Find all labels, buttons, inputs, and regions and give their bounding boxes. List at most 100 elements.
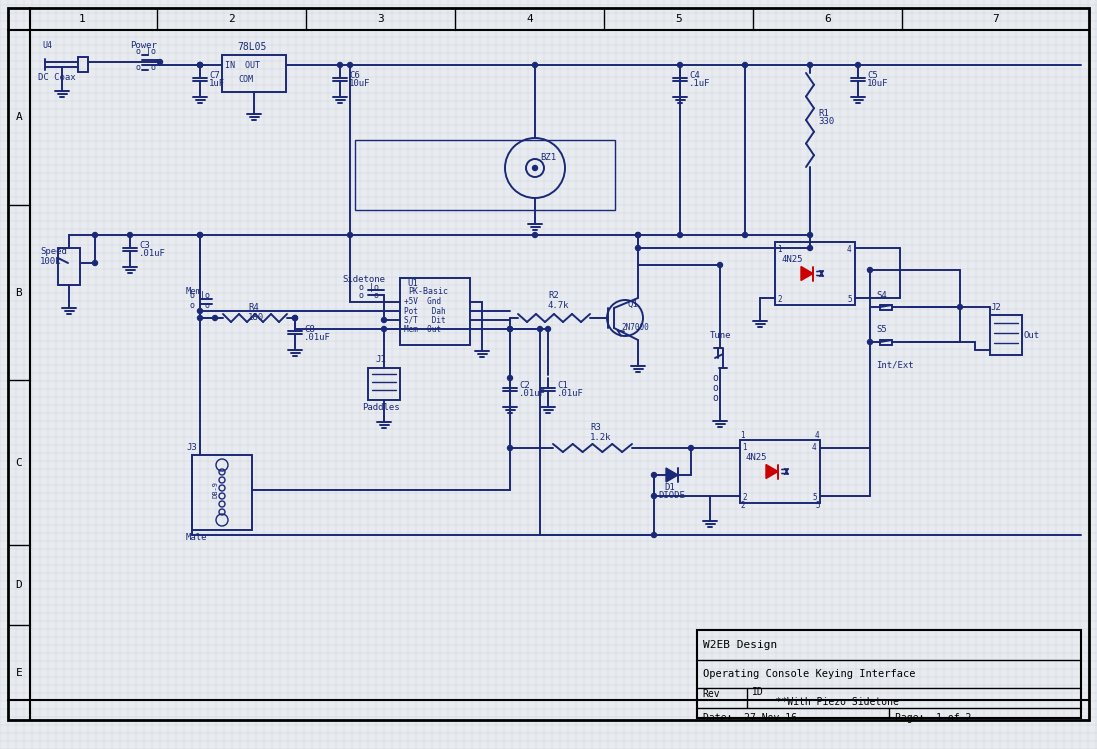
Text: C: C <box>15 458 22 467</box>
Text: 100k: 100k <box>39 256 61 265</box>
Circle shape <box>158 59 162 64</box>
Text: o: o <box>712 383 717 393</box>
Polygon shape <box>666 468 678 482</box>
Bar <box>58 248 80 285</box>
Text: 180: 180 <box>248 312 264 321</box>
Text: o: o <box>712 373 717 383</box>
Text: o: o <box>712 393 717 403</box>
Circle shape <box>743 62 747 67</box>
Text: 4N25: 4N25 <box>781 255 803 264</box>
Polygon shape <box>766 464 778 479</box>
Text: .01uF: .01uF <box>304 333 331 342</box>
Text: PK-Basic: PK-Basic <box>408 288 448 297</box>
Text: 6: 6 <box>824 14 830 24</box>
Text: 5: 5 <box>847 296 851 305</box>
Text: 1uF: 1uF <box>210 79 225 88</box>
Text: Date:  27 Nov 16: Date: 27 Nov 16 <box>703 713 798 723</box>
Text: 4N25: 4N25 <box>746 453 768 462</box>
Text: o |o: o |o <box>359 282 378 291</box>
Text: C6: C6 <box>349 71 360 80</box>
Circle shape <box>293 315 297 321</box>
Circle shape <box>532 166 538 171</box>
Text: R4: R4 <box>248 303 259 312</box>
Text: 4: 4 <box>815 431 819 440</box>
Text: COM: COM <box>238 76 253 85</box>
Bar <box>192 455 252 530</box>
Text: 5: 5 <box>815 500 819 509</box>
Text: Male: Male <box>186 533 207 542</box>
Text: W2EB Design: W2EB Design <box>703 640 778 650</box>
Bar <box>774 242 855 305</box>
Polygon shape <box>801 267 813 280</box>
Text: IN  OUT: IN OUT <box>225 61 260 70</box>
Bar <box>740 440 819 503</box>
Text: DB-9: DB-9 <box>212 482 218 499</box>
Circle shape <box>338 62 342 67</box>
Text: B: B <box>15 288 22 297</box>
Circle shape <box>807 232 813 237</box>
Circle shape <box>807 62 813 67</box>
Circle shape <box>127 232 133 237</box>
Text: R1: R1 <box>818 109 828 118</box>
Circle shape <box>197 309 203 314</box>
Circle shape <box>868 267 872 273</box>
Text: o  o: o o <box>190 300 210 309</box>
Circle shape <box>213 315 217 321</box>
Circle shape <box>382 327 386 332</box>
Text: Tune: Tune <box>710 330 732 339</box>
Text: U4: U4 <box>42 41 52 50</box>
Text: o  o: o o <box>359 291 378 300</box>
Circle shape <box>508 375 512 380</box>
Text: A: A <box>15 112 22 123</box>
Circle shape <box>689 446 693 450</box>
Text: 4: 4 <box>812 443 816 452</box>
Text: o |o: o |o <box>136 47 156 56</box>
Text: 330: 330 <box>818 118 834 127</box>
Text: o  o: o o <box>136 62 156 71</box>
Text: BZ1: BZ1 <box>540 154 556 163</box>
Circle shape <box>635 232 641 237</box>
Text: Page:  1 of 2: Page: 1 of 2 <box>895 713 971 723</box>
Text: Operating Console Keying Interface: Operating Console Keying Interface <box>703 669 916 679</box>
Text: D1: D1 <box>664 482 675 491</box>
Text: .01uF: .01uF <box>519 389 546 398</box>
Circle shape <box>197 315 203 321</box>
Circle shape <box>652 533 656 538</box>
Text: C2: C2 <box>519 381 530 390</box>
Text: 78L05: 78L05 <box>237 42 267 52</box>
Text: **With Piezo Sidetone: **With Piezo Sidetone <box>753 697 898 707</box>
Circle shape <box>652 473 656 478</box>
Text: C1: C1 <box>557 381 568 390</box>
Text: 7: 7 <box>992 14 999 24</box>
Circle shape <box>807 246 813 250</box>
Text: Power: Power <box>131 41 157 50</box>
Text: C3: C3 <box>139 241 150 250</box>
Text: J3: J3 <box>186 443 196 452</box>
Text: C8: C8 <box>304 324 315 333</box>
Circle shape <box>717 262 723 267</box>
Circle shape <box>635 232 641 237</box>
Circle shape <box>856 62 860 67</box>
Text: D: D <box>15 580 22 590</box>
Text: 2: 2 <box>228 14 235 24</box>
Circle shape <box>635 246 641 250</box>
Text: .1uF: .1uF <box>689 79 711 88</box>
Text: Mem  Out: Mem Out <box>404 324 441 333</box>
Text: DIODE: DIODE <box>658 491 685 500</box>
Bar <box>367 368 400 400</box>
Text: R2: R2 <box>548 291 558 300</box>
Text: 2: 2 <box>777 296 782 305</box>
Text: 2: 2 <box>742 494 747 503</box>
Text: 1: 1 <box>777 246 782 255</box>
Circle shape <box>508 327 512 332</box>
Text: U1: U1 <box>407 279 418 288</box>
Text: 1.2k: 1.2k <box>590 432 611 441</box>
Circle shape <box>532 62 538 67</box>
Circle shape <box>348 232 352 237</box>
Circle shape <box>538 327 543 332</box>
Text: o |o: o |o <box>190 291 210 300</box>
Text: 4: 4 <box>847 246 851 255</box>
Circle shape <box>382 318 386 323</box>
Circle shape <box>532 232 538 237</box>
Text: 4.7k: 4.7k <box>548 300 569 309</box>
